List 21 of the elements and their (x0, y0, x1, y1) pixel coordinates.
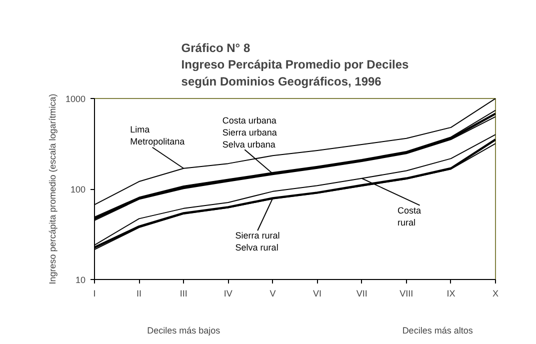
x-tick-label: X (492, 288, 499, 298)
y-tick-label: 100 (70, 184, 86, 194)
text: Deciles más bajos (147, 326, 221, 336)
annotation: Sierra rural Selva rural (235, 230, 280, 253)
y-axis-title: Ingreso percápita promedio (escala logarítmica) (47, 94, 58, 284)
annotation: Costa urbana Sierra urbana Selva urbana (222, 116, 277, 150)
y-tick-label: 1000 (65, 94, 86, 104)
x-tick-label: V (270, 288, 276, 298)
annotation: Lima Metropolitana (130, 124, 185, 147)
x-tick-label: VII (356, 288, 368, 298)
y-tick-label: 10 (75, 275, 86, 285)
x-tick-label: VIII (400, 288, 414, 298)
x-tick-label: III (180, 288, 188, 298)
x-tick-label: I (93, 288, 96, 298)
chart-title: Gráfico N° 8 Ingreso Percápita Promedio por Deciles según Dominios Geográficos, 1996 (181, 40, 410, 88)
x-tick-label: II (136, 288, 142, 298)
x-tick-label: IX (446, 288, 456, 298)
text: Deciles más altos (402, 326, 474, 336)
x-tick-label: VI (313, 288, 322, 298)
x-tick-label: IV (224, 288, 232, 298)
annotation: Costa rural (397, 205, 421, 228)
